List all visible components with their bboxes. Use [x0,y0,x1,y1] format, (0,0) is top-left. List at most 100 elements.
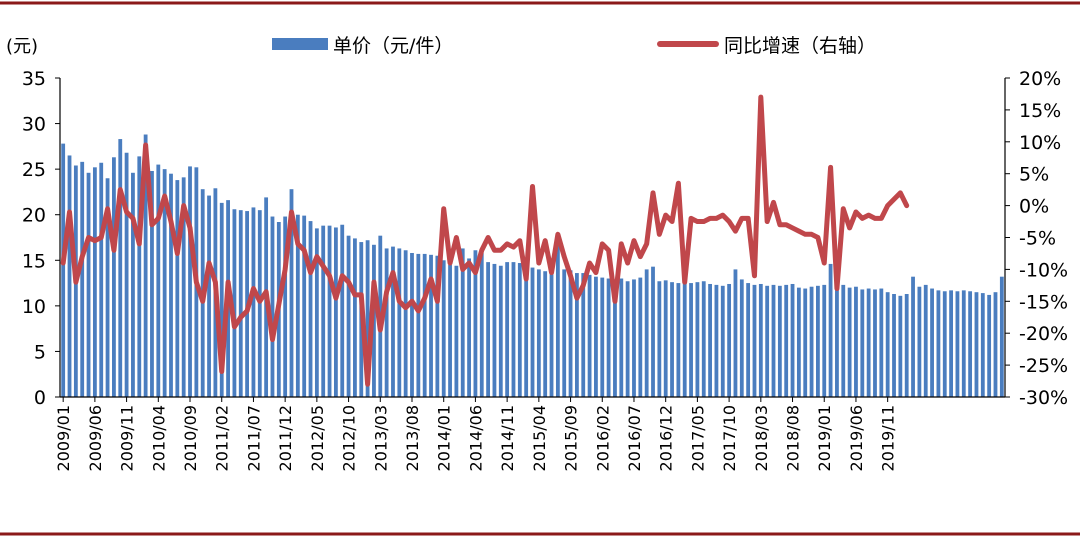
bar [777,285,782,397]
x-tick-label: 2012/10 [340,405,359,471]
bar [99,162,104,397]
bar [181,177,186,397]
bar [397,248,402,397]
bar [448,264,452,397]
x-tick-label: 2015/04 [530,405,549,471]
bar [999,276,1004,397]
bar [384,248,389,397]
bar [594,276,598,397]
bar [543,271,548,397]
bar [651,266,655,397]
x-tick-label: 2017/10 [720,405,739,471]
x-tick-label: 2014/06 [466,405,485,471]
bar [739,279,744,397]
bar [847,287,852,397]
bar [638,277,643,397]
x-tick-label: 2009/01 [54,405,73,471]
bar [517,263,522,397]
bar [365,240,370,397]
bar [822,284,827,397]
bar [930,288,934,397]
x-tick-label: 2016/12 [657,405,676,471]
bar [625,281,630,397]
bar [473,250,478,397]
bar [606,278,611,397]
bar [467,258,471,397]
bar [974,292,979,397]
bar [619,278,624,397]
left-axis-unit: (元) [6,36,38,57]
left-tick-label: 0 [34,387,46,409]
bar [911,276,915,397]
bar [435,255,440,397]
x-tick-label: 2011/12 [276,405,295,471]
bar [828,263,833,397]
bar [980,293,985,397]
bar [727,283,732,397]
bar [714,284,719,397]
bar [118,139,123,397]
bar [289,189,294,397]
bar [841,284,846,397]
bar [885,292,890,397]
bar [416,253,421,397]
bar [562,269,567,397]
bar [536,269,541,397]
bar [143,134,148,397]
bar [86,172,91,397]
bar [283,216,288,397]
bar [422,253,427,397]
bar [790,283,795,397]
x-tick-label: 2009/11 [118,405,137,471]
x-tick-label: 2014/11 [498,405,517,471]
x-tick-label: 2015/09 [562,405,581,471]
bar [968,291,973,397]
bar [860,289,865,397]
bar [574,273,579,397]
left-tick-label: 20 [22,205,46,227]
bar [67,155,72,397]
x-tick-label: 2011/02 [213,405,232,471]
bar [429,254,433,397]
bar [555,245,560,397]
bar [441,260,446,397]
bar [720,285,725,397]
x-tick-label: 2009/06 [86,405,105,471]
bar [708,283,712,397]
bar [784,284,789,397]
bar [327,225,332,397]
bar [105,178,110,397]
bar [898,295,903,397]
bar [162,169,167,397]
x-tick-label: 2012/05 [308,405,327,471]
bar [803,288,808,397]
x-tick-label: 2016/07 [625,405,644,471]
x-tick-label: 2013/08 [403,405,422,471]
bar [112,157,116,397]
bar [530,267,535,397]
bar [632,279,636,397]
bar [460,248,465,397]
bar [892,294,896,397]
bar [308,221,313,397]
bar [549,269,554,397]
x-tick-label: 2019/01 [815,405,834,471]
bar [695,282,700,397]
bar [758,283,763,397]
bar [295,214,300,397]
x-tick-label: 2013/03 [371,405,390,471]
bar [232,209,237,397]
left-tick-label: 5 [34,341,46,363]
bar [866,288,871,397]
bar [454,265,459,397]
bar [80,161,85,397]
legend-line-label: 同比增速（右轴） [724,35,876,57]
bar [682,282,687,397]
x-axis-ticks: 2009/01 2009/06 2009/11 2010/04 2010/09 2011/… [54,397,898,471]
bar [955,291,960,397]
left-tick-label: 10 [22,296,46,318]
bar [511,262,516,397]
bar [353,238,357,397]
bar [302,215,307,397]
left-tick-label: 15 [22,250,46,272]
